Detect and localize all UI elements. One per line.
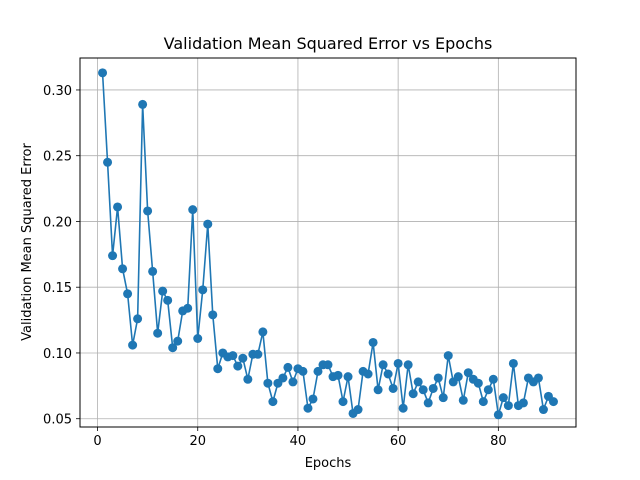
x-tick-label: 40 xyxy=(290,434,307,449)
data-point xyxy=(203,219,213,229)
data-point xyxy=(278,373,288,383)
data-point xyxy=(123,289,133,299)
data-point xyxy=(113,202,123,212)
data-point xyxy=(208,310,218,320)
data-point xyxy=(483,385,493,395)
data-point xyxy=(238,353,248,363)
data-point xyxy=(493,410,503,420)
y-tick-label: 0.10 xyxy=(43,347,72,362)
data-point xyxy=(408,389,418,399)
data-point xyxy=(428,383,438,393)
data-point xyxy=(463,368,473,378)
data-point xyxy=(503,401,513,411)
data-point xyxy=(538,405,548,415)
data-point xyxy=(98,68,108,78)
data-point xyxy=(373,385,383,395)
data-point xyxy=(498,393,508,403)
data-point xyxy=(173,336,183,346)
y-tick-label: 0.25 xyxy=(43,150,72,165)
data-point xyxy=(283,362,293,372)
data-point xyxy=(453,372,463,382)
data-point xyxy=(438,393,448,403)
data-point xyxy=(398,403,408,413)
data-point xyxy=(443,351,453,361)
data-point xyxy=(533,373,543,383)
data-point xyxy=(288,377,298,387)
data-point xyxy=(333,370,343,380)
data-point xyxy=(188,205,198,215)
data-point xyxy=(303,403,313,413)
data-point xyxy=(508,358,518,368)
y-axis-label: Validation Mean Squared Error xyxy=(20,142,35,340)
data-point xyxy=(313,366,323,376)
data-point xyxy=(548,397,558,407)
data-point xyxy=(378,360,388,370)
data-point xyxy=(363,369,373,379)
data-point xyxy=(158,286,168,296)
data-point xyxy=(488,374,498,384)
data-point xyxy=(308,394,318,404)
data-point xyxy=(298,366,308,376)
data-point xyxy=(338,397,348,407)
data-point xyxy=(133,314,143,324)
data-point xyxy=(413,377,423,387)
data-point xyxy=(233,361,243,371)
x-tick-label: 60 xyxy=(390,434,407,449)
y-tick-label: 0.05 xyxy=(43,413,72,428)
data-point xyxy=(418,385,428,395)
y-tick-label: 0.30 xyxy=(43,84,72,99)
data-point xyxy=(423,398,433,408)
data-point xyxy=(368,337,378,347)
data-point xyxy=(478,397,488,407)
y-tick-label: 0.15 xyxy=(43,281,72,296)
data-point xyxy=(253,349,263,359)
data-point xyxy=(388,383,398,393)
data-point xyxy=(163,295,173,305)
x-axis-label: Epochs xyxy=(305,456,352,471)
data-point xyxy=(473,378,483,388)
data-point xyxy=(108,251,118,261)
data-point xyxy=(518,398,528,408)
data-point xyxy=(343,372,353,382)
data-point xyxy=(198,285,208,295)
data-point xyxy=(323,360,333,370)
x-tick-label: 0 xyxy=(93,434,101,449)
x-tick-label: 20 xyxy=(189,434,206,449)
data-point xyxy=(458,395,468,405)
data-point xyxy=(403,360,413,370)
data-point xyxy=(383,369,393,379)
data-point xyxy=(258,327,268,337)
data-point xyxy=(433,373,443,383)
data-point xyxy=(118,264,128,274)
data-point xyxy=(193,333,203,343)
x-tick-label: 80 xyxy=(490,434,507,449)
data-points xyxy=(98,68,558,420)
plot-area-frame xyxy=(79,57,577,428)
data-point xyxy=(128,340,138,350)
data-point xyxy=(138,99,148,109)
chart-title: Validation Mean Squared Error vs Epochs xyxy=(164,34,493,53)
data-point xyxy=(103,157,113,167)
data-point xyxy=(168,343,178,353)
x-axis-ticks: 0 20 40 60 80 xyxy=(93,427,507,449)
data-point xyxy=(143,206,153,216)
data-point xyxy=(243,374,253,384)
data-point xyxy=(228,351,238,361)
data-point xyxy=(153,328,163,338)
data-point xyxy=(393,358,403,368)
y-tick-label: 0.20 xyxy=(43,215,72,230)
y-axis-ticks: 0.05 0.10 0.15 0.20 0.25 0.30 xyxy=(43,84,80,428)
data-point xyxy=(263,378,273,388)
data-point xyxy=(353,405,363,415)
data-point xyxy=(148,266,158,276)
data-point xyxy=(268,397,278,407)
data-point xyxy=(213,364,223,374)
data-point xyxy=(183,303,193,313)
